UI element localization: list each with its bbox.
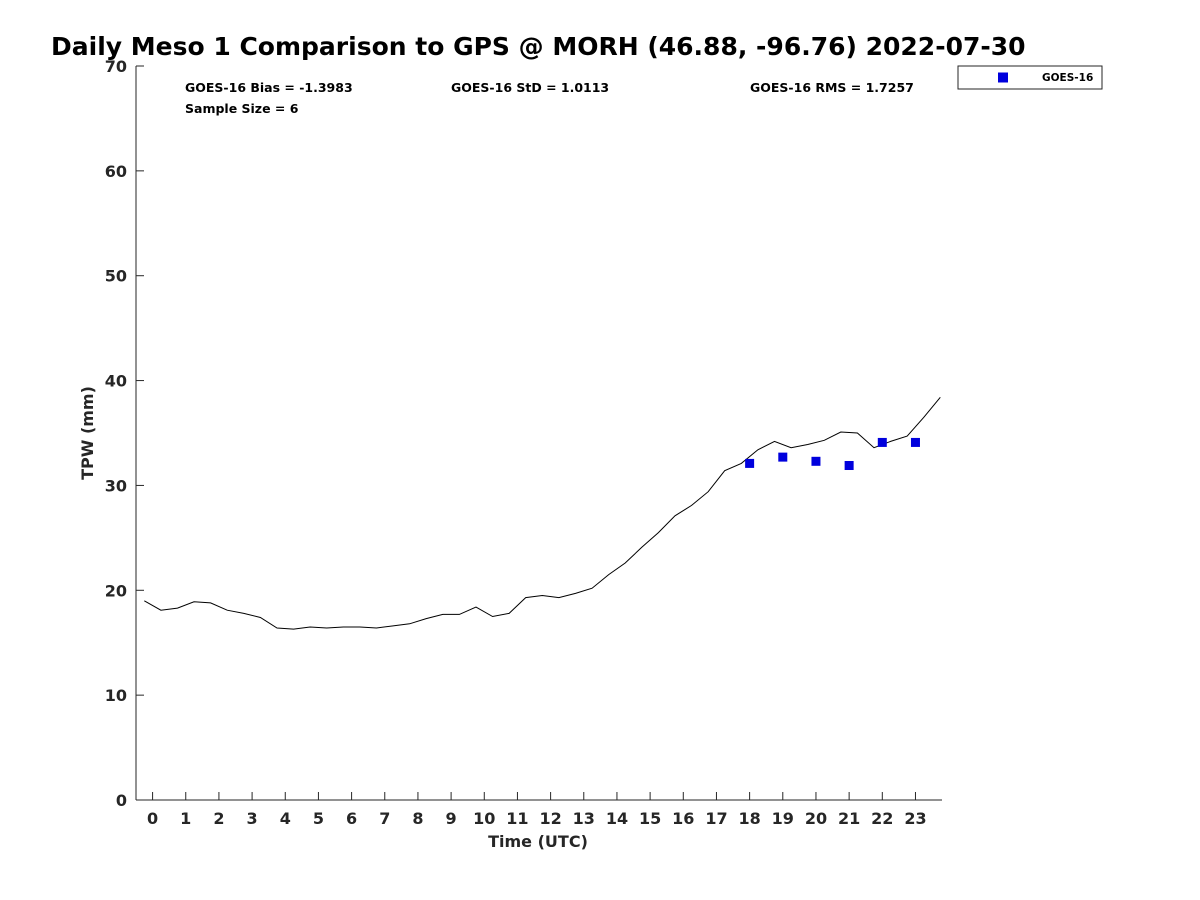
- x-tick-label: 16: [672, 809, 694, 828]
- y-tick-label: 30: [105, 476, 127, 495]
- y-axis-label: TPW (mm): [78, 386, 97, 480]
- x-tick-label: 13: [573, 809, 595, 828]
- y-tick-label: 60: [105, 162, 127, 181]
- x-axis-label: Time (UTC): [488, 832, 588, 851]
- x-tick-label: 20: [805, 809, 827, 828]
- y-tick-label: 10: [105, 686, 127, 705]
- x-tick-label: 1: [180, 809, 191, 828]
- x-tick-label: 7: [379, 809, 390, 828]
- x-tick-label: 15: [639, 809, 661, 828]
- x-ticks: 0 1 2 3 4 5 6 7 8 9 10 11 12 13 14 15 16 17 18 19 20 21 22 23: [147, 792, 927, 828]
- x-tick-label: 19: [772, 809, 794, 828]
- goes16-point: [877, 437, 887, 447]
- x-tick-label: 6: [346, 809, 357, 828]
- stat-rms: GOES-16 RMS = 1.7257: [750, 80, 914, 95]
- x-tick-label: 18: [738, 809, 760, 828]
- y-ticks: 0 10 20 30 40 50 60 70: [105, 57, 144, 810]
- x-tick-label: 21: [838, 809, 860, 828]
- x-tick-label: 3: [247, 809, 258, 828]
- x-tick-label: 4: [280, 809, 291, 828]
- gps-tpw-line: [144, 396, 941, 630]
- x-tick-label: 0: [147, 809, 158, 828]
- x-tick-label: 10: [473, 809, 495, 828]
- series-layer: [144, 396, 941, 630]
- y-tick-label: 40: [105, 372, 127, 391]
- x-tick-label: 11: [506, 809, 528, 828]
- legend-label: GOES-16: [1042, 72, 1093, 84]
- goes16-point: [910, 437, 920, 447]
- stat-sample-size: Sample Size = 6: [185, 101, 299, 116]
- x-tick-label: 23: [904, 809, 926, 828]
- legend: GOES-16: [957, 65, 1103, 90]
- x-tick-label: 17: [705, 809, 727, 828]
- x-tick-label: 2: [213, 809, 224, 828]
- goes16-point: [844, 461, 854, 471]
- legend-marker: [998, 72, 1008, 83]
- goes16-point: [745, 458, 755, 468]
- y-tick-label: 0: [116, 791, 127, 810]
- chart-title: Daily Meso 1 Comparison to GPS @ MORH (4…: [51, 32, 1026, 61]
- y-tick-label: 20: [105, 581, 127, 600]
- y-tick-label: 50: [105, 267, 127, 286]
- goes16-point: [811, 456, 821, 466]
- x-tick-label: 14: [606, 809, 628, 828]
- x-tick-label: 9: [446, 809, 457, 828]
- x-tick-label: 22: [871, 809, 893, 828]
- stat-bias: GOES-16 Bias = -1.3983: [185, 80, 353, 95]
- x-tick-label: 5: [313, 809, 324, 828]
- goes16-point: [778, 452, 788, 462]
- x-tick-label: 12: [539, 809, 561, 828]
- stat-std: GOES-16 StD = 1.0113: [451, 80, 609, 95]
- legend-box: [957, 65, 1103, 90]
- x-tick-label: 8: [412, 809, 423, 828]
- y-tick-label: 70: [105, 57, 127, 76]
